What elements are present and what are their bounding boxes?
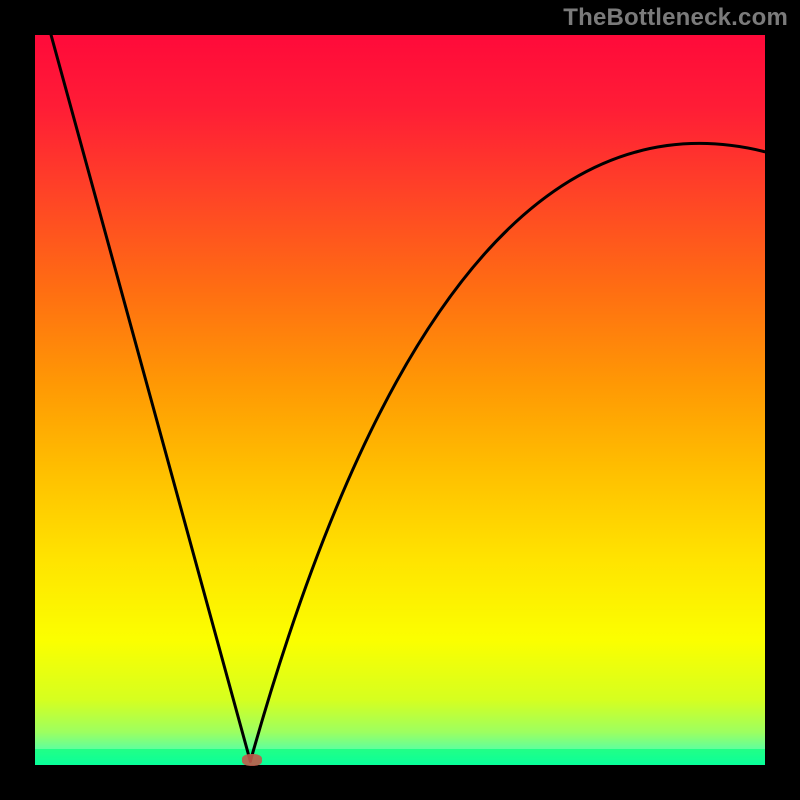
bottleneck-curve xyxy=(35,35,765,765)
plot-area xyxy=(35,35,765,765)
bottleneck-curve-path xyxy=(51,35,765,761)
watermark-text: TheBottleneck.com xyxy=(563,4,788,32)
vertex-marker xyxy=(242,754,262,766)
